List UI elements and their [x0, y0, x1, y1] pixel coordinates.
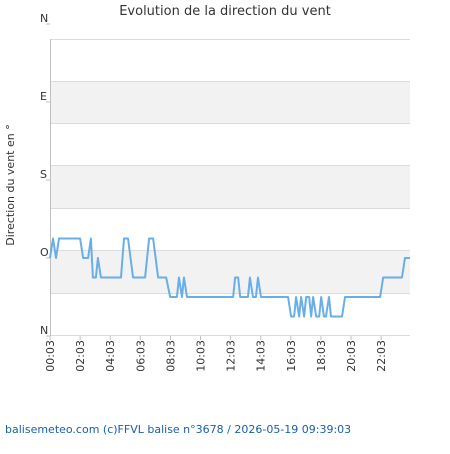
x-tick-label: 06:03: [134, 340, 147, 372]
x-tick-label: 18:03: [315, 340, 328, 372]
footer: balisemeteo.com (c)FFVL balise n°3678 / …: [5, 423, 351, 436]
x-tick-label: 02:03: [74, 340, 87, 372]
band: [50, 208, 410, 250]
plot-background: [50, 39, 410, 336]
x-tick-label: 00:03: [44, 340, 57, 372]
band: [50, 250, 410, 293]
x-tick-label: 12:03: [225, 340, 238, 372]
band: [50, 123, 410, 165]
y-axis-title: Direction du vent en °: [4, 124, 17, 245]
x-tick-label: 22:03: [375, 340, 388, 372]
y-tick-label: S: [40, 168, 47, 181]
band: [50, 293, 410, 335]
y-tick-label: N: [40, 324, 48, 337]
x-tick-label: 08:03: [164, 340, 177, 372]
y-tick-label: O: [40, 246, 49, 259]
band: [50, 39, 410, 81]
x-tick-label: 20:03: [345, 340, 358, 372]
chart-title: Evolution de la direction du vent: [119, 4, 331, 19]
x-tick-label: 14:03: [255, 340, 268, 372]
series-line: [49, 237, 410, 318]
x-tick-label: 10:03: [195, 340, 208, 372]
band: [50, 165, 410, 208]
x-tick-label: 16:03: [285, 340, 298, 372]
y-tick-label: N: [40, 12, 48, 25]
x-tick-label: 04:03: [104, 340, 117, 372]
y-tick-label: E: [40, 90, 47, 103]
band: [50, 81, 410, 123]
